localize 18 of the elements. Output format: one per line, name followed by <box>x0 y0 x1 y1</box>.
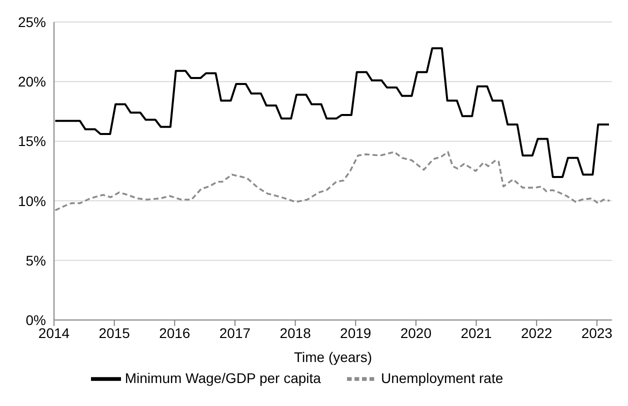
x-tick-label: 2021 <box>460 324 492 341</box>
x-tick-label: 2016 <box>159 324 190 341</box>
x-tick-label: 2019 <box>340 324 372 341</box>
x-tick-label: 2020 <box>400 324 432 341</box>
x-tick-label: 2017 <box>219 324 251 341</box>
legend-label: Minimum Wage/GDP per capita <box>124 370 321 386</box>
y-tick-label: 5% <box>26 252 46 268</box>
x-tick-label: 2015 <box>98 324 130 341</box>
y-tick-label: 10% <box>18 192 46 209</box>
y-tick-label: 15% <box>18 133 46 150</box>
x-tick-label: 2023 <box>581 324 613 341</box>
x-tick-label: 2018 <box>280 324 312 341</box>
x-axis-title: Time (years) <box>294 349 372 365</box>
x-tick-label: 2022 <box>521 324 552 341</box>
y-tick-label: 25% <box>18 14 46 30</box>
y-tick-label: 20% <box>18 74 46 90</box>
legend-label: Unemployment rate <box>380 370 504 386</box>
line-series <box>54 47 610 178</box>
